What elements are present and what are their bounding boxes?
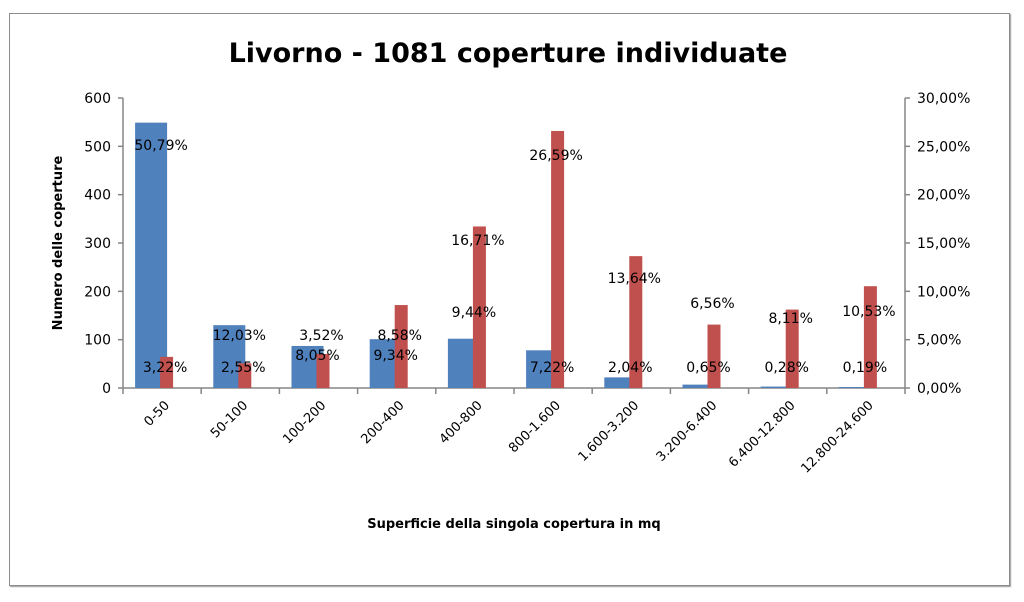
y2-tick-label: 0,00% (917, 381, 961, 397)
bar-percentuale-superficie (160, 356, 174, 388)
x-tick-label: 6.400-12.800 (726, 398, 798, 470)
x-tick-label: 3.200-6.400 (654, 398, 721, 465)
y2-tick-label: 5,00% (917, 333, 961, 349)
x-tick-label: 400-800 (437, 398, 486, 447)
bar-numero-coperture (604, 377, 637, 388)
x-tick-label: 200-400 (359, 398, 408, 447)
data-label-superficie: 26,59% (529, 148, 582, 164)
data-label-numero: 0,65% (686, 360, 730, 376)
bar-percentuale-superficie (316, 353, 330, 388)
data-label-numero: 9,44% (452, 305, 496, 321)
data-label-numero: 0,28% (764, 360, 808, 376)
bar-percentuale-superficie (551, 130, 565, 389)
y-tick-label: 300 (84, 236, 111, 252)
x-tick-label: 100-200 (280, 398, 329, 447)
data-label-superficie: 2,55% (221, 360, 265, 376)
y-tick-label: 0 (102, 381, 111, 397)
data-label-superficie: 13,64% (608, 271, 661, 287)
x-tick-label: 50-100 (208, 398, 251, 441)
data-label-superficie: 6,56% (690, 296, 734, 312)
bar-numero-coperture (838, 387, 871, 389)
y2-tick-label: 30,00% (917, 91, 970, 107)
bars (135, 122, 877, 389)
data-label-numero: 50,79% (134, 138, 187, 154)
y2-tick-label: 15,00% (917, 236, 970, 252)
data-label-superficie: 8,58% (377, 328, 421, 344)
data-label-superficie: 3,22% (143, 360, 187, 376)
data-label-numero: 8,05% (295, 348, 339, 364)
chart-title: Livorno - 1081 coperture individuate (229, 38, 788, 69)
bar-percentuale-superficie (238, 363, 252, 388)
y-tick-label: 200 (84, 284, 111, 300)
data-label-superficie: 8,11% (768, 311, 812, 327)
bar-numero-coperture (760, 386, 793, 388)
y-axis-title: Numero delle coperture (51, 156, 66, 331)
x-tick-label: 800-1.600 (506, 398, 564, 456)
bar-percentuale-superficie (863, 286, 877, 388)
bar-percentuale-superficie (629, 256, 643, 388)
data-label-numero: 9,34% (373, 348, 417, 364)
y2-tick-label: 20,00% (917, 188, 970, 204)
data-label-superficie: 16,71% (451, 233, 504, 249)
bar-percentuale-superficie (785, 309, 799, 388)
data-label-numero: 0,19% (843, 360, 887, 376)
data-label-superficie: 3,52% (299, 328, 343, 344)
data-label-numero: 7,22% (530, 360, 574, 376)
data-label-numero: 2,04% (608, 360, 652, 376)
x-tick-label: 1.600-3.200 (576, 398, 643, 465)
data-label-superficie: 10,53% (842, 304, 895, 320)
bar-numero-coperture (135, 122, 168, 389)
bar-percentuale-superficie (707, 324, 721, 388)
axes: 0 100 200 300 400 500 600 0,00% 5,00% 10,00% 15,00… (84, 91, 970, 476)
bar-percentuale-superficie (472, 226, 486, 388)
bar-percentuale-superficie (394, 305, 408, 388)
data-label-numero: 12,03% (213, 328, 266, 344)
chart-frame (9, 13, 1010, 586)
bar-numero-coperture (682, 384, 715, 388)
data-labels: 50,79% 3,22% 12,03% 2,55% 8,05% 3,52% 9,34% 8,5… (134, 138, 895, 376)
x-tick-label: 0-50 (141, 398, 172, 429)
y-tick-label: 600 (84, 91, 111, 107)
x-axis-title: Superficie della singola copertura in mq (367, 517, 661, 532)
x-tick-label: 12.800-24.600 (798, 398, 876, 476)
y2-tick-label: 25,00% (917, 139, 970, 155)
y-tick-label: 500 (84, 139, 111, 155)
y2-tick-label: 10,00% (917, 284, 970, 300)
y-tick-label: 100 (84, 333, 111, 349)
y-tick-label: 400 (84, 188, 111, 204)
